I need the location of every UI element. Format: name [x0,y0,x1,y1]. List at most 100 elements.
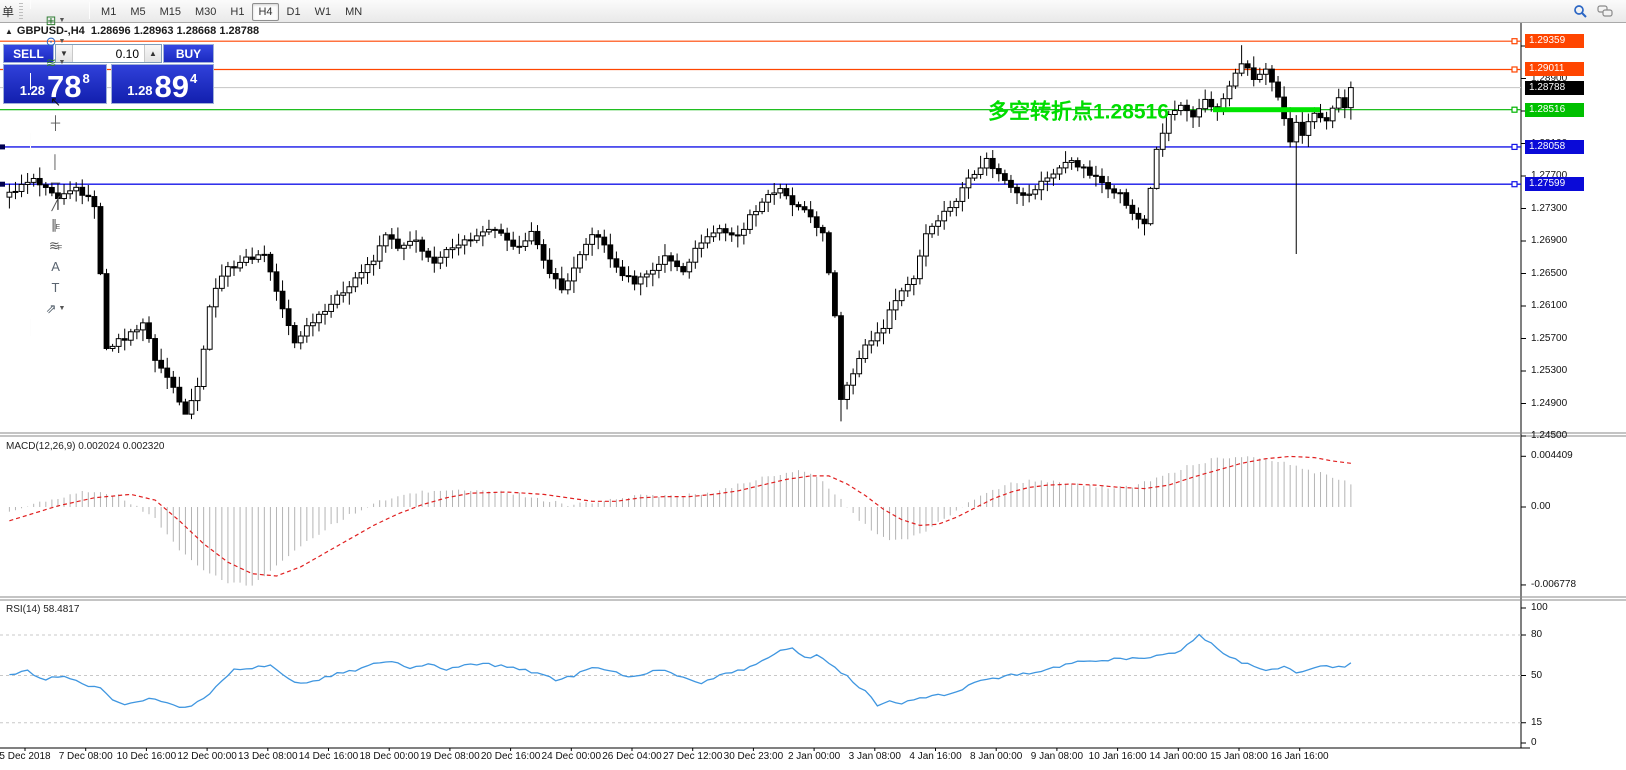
level-price-label: 1.27599 [1525,177,1584,192]
sell-price-box[interactable]: 1.28 78 8 [3,64,107,104]
fibonacci-icon[interactable]: ≋ F [26,235,85,256]
timeframe-m5[interactable]: M5 [130,6,146,18]
timeframe-h4[interactable]: H4 [252,3,279,21]
date-label[interactable]: 20 Dec 16:00 [480,751,541,762]
date-label[interactable]: 4 Jan 16:00 [909,751,962,762]
horizontal-line-icon: ─ [50,174,61,190]
timeframe-w1[interactable]: W1 [314,6,332,18]
chart-symbol-title[interactable]: ▲ GBPUSD-,H4 1.28696 1.28963 1.28668 1.28… [5,25,259,37]
time-axis[interactable]: 5 Dec 2018 7 Dec 08:00 10 Dec 16:00 12 Dec … [0,751,1522,769]
channel-icon-sub: E [55,224,61,231]
date-label[interactable]: 16 Jan 16:00 [1270,751,1329,762]
macd-values: 0.002024 0.002320 [78,441,165,452]
text-icon[interactable]: A [26,256,85,277]
sell-button[interactable]: SELL [3,44,54,63]
date-label[interactable]: 27 Dec 12:00 [662,751,723,762]
volume-input[interactable]: 0.10 [115,47,139,61]
date-label[interactable]: 10 Jan 16:00 [1088,751,1147,762]
level-price-label: 1.29011 [1525,62,1584,77]
top-toolbar: 单 ◆▤◎⚑自动交易╫▮∿⊕⊖◫⇥⇤⊞▼⊙▼≋▼↖┼│─╱∥E≋FAT⇗▼ M1… [0,0,1626,336]
toolbar-separator [30,0,32,9]
price-tick: 1.24500 [1531,430,1568,441]
rsi-tick: 50 [1531,669,1543,681]
price-tick: 1.26100 [1531,300,1568,311]
text-icon: A [51,258,60,274]
price-tick: 1.26900 [1531,235,1568,246]
buy-price-box[interactable]: 1.28 89 4 [110,64,214,104]
price-tick: 1.24900 [1531,397,1568,409]
date-label[interactable]: 12 Dec 00:00 [177,751,237,762]
date-label[interactable]: 9 Jan 08:00 [1030,751,1084,762]
date-label[interactable]: 7 Dec 08:00 [58,751,113,762]
horizontal-line-icon[interactable]: ─ [26,172,85,193]
toolbar-separator [30,132,32,150]
arrows-icon[interactable]: ⇗ ▼ [26,298,85,319]
chat-icon[interactable] [1593,1,1618,22]
level-price-label: 1.28516 [1525,102,1584,117]
date-label[interactable]: 26 Dec 04:00 [602,751,662,762]
date-label[interactable]: 2 Jan 00:00 [787,751,841,762]
date-label[interactable]: 13 Dec 08:00 [238,751,298,762]
buy-price-big: 89 [154,68,190,104]
date-label[interactable]: 19 Dec 08:00 [420,751,480,762]
search-icon[interactable] [1568,1,1593,22]
timeframe-h1[interactable]: H1 [230,6,245,18]
new-chart-icon: ⊞ [45,12,57,28]
date-label[interactable]: 24 Dec 00:00 [541,751,602,762]
cursor-icon[interactable]: ↖ [26,91,85,112]
timeframe-m30[interactable]: M30 [195,6,217,18]
new-order-text[interactable]: 单 [2,4,15,19]
toolbar-separator [30,72,32,90]
trendline-icon[interactable]: ╱ [26,193,85,214]
timeframe-m15[interactable]: M15 [159,6,181,18]
macd-tick: -0.006778 [1531,578,1577,590]
indicators-icon[interactable]: ≋ ▼ [26,52,85,73]
date-label[interactable]: 5 Dec 2018 [0,751,51,762]
one-click-trading-panel: SELL ▼ 0.10 ▲ BUY 1.28 78 8 1.28 89 4 [3,44,214,104]
fibonacci-icon: ≋ [48,237,60,253]
price-tick: 1.27700 [1531,170,1568,181]
date-label[interactable]: 14 Jan 00:00 [1149,751,1208,762]
new-chart-icon-dropdown[interactable]: ▼ [58,16,66,24]
turning-point-segment [1213,107,1320,113]
level-price-label: 1.29359 [1525,34,1584,49]
channel-icon: ∥ [50,216,58,232]
date-label[interactable]: 18 Dec 00:00 [359,751,419,762]
rsi-title: RSI(14) [6,604,41,615]
date-label[interactable]: 30 Dec 23:00 [723,751,784,762]
indicators-icon-dropdown[interactable]: ▼ [58,58,66,66]
macd-signal-line [9,455,1351,577]
new-chart-icon[interactable]: ⊞ ▼ [26,10,85,31]
toolbar-grip[interactable] [19,3,24,19]
macd-header: MACD(12,26,9) 0.002024 0.002320 [6,441,164,452]
arrows-icon-dropdown[interactable]: ▼ [58,304,66,312]
rsi-line [9,633,1352,708]
buy-button[interactable]: BUY [163,44,214,63]
price-tick: 1.25700 [1531,332,1568,344]
volume-decrease-button[interactable]: ▼ [56,45,73,62]
date-label[interactable]: 14 Dec 16:00 [298,751,359,762]
current-price-label: 1.28788 [1525,80,1584,95]
arrows-icon: ⇗ [45,300,57,316]
date-label[interactable]: 3 Jan 08:00 [848,751,901,762]
date-label[interactable]: 8 Jan 00:00 [970,751,1023,762]
indicators-icon: ≋ [45,54,57,70]
timeframe-d1[interactable]: D1 [286,6,301,18]
profiles-icon-dropdown[interactable]: ▼ [58,37,66,45]
profiles-icon[interactable]: ⊙ ▼ [26,31,85,52]
crosshair-icon: ┼ [50,114,61,130]
collapse-icon[interactable]: ▲ [5,27,13,36]
date-label[interactable]: 10 Dec 16:00 [116,751,177,762]
fibonacci-icon-sub: F [57,245,63,252]
date-label[interactable]: 15 Jan 08:00 [1210,751,1268,762]
volume-increase-button[interactable]: ▲ [144,45,161,62]
cursor-icon: ↖ [50,93,61,109]
channel-icon[interactable]: ∥ E [26,214,85,235]
label-icon[interactable]: T [26,277,85,298]
vertical-line-icon[interactable]: │ [26,151,85,172]
timeframe-mn[interactable]: MN [345,6,363,18]
crosshair-icon[interactable]: ┼ [26,112,85,133]
timeframe-m1[interactable]: M1 [101,6,117,18]
price-axis[interactable]: 1.24500 1.24900 1.25300 1.25700 1.26100 1.265… [1522,22,1626,770]
